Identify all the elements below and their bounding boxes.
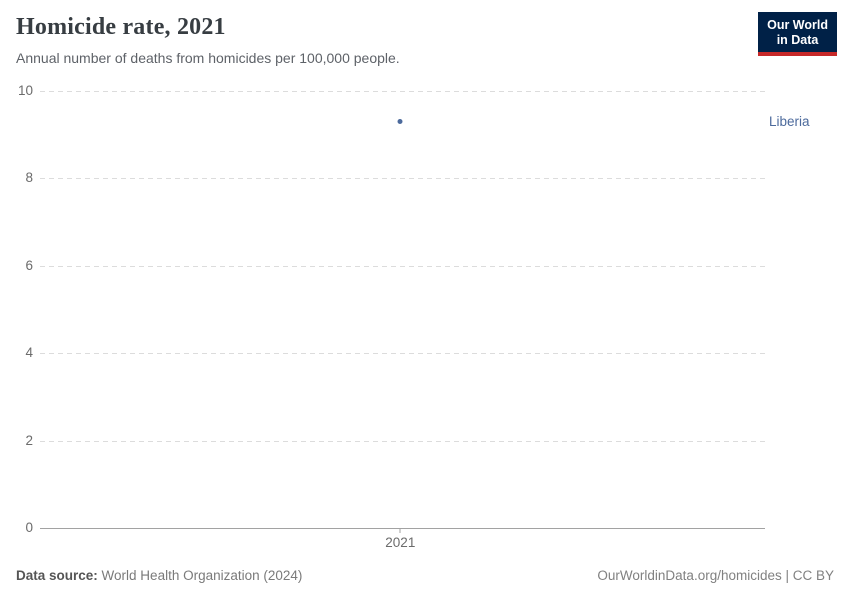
y-axis-tick-label-4: 4: [25, 345, 33, 361]
chart-header: Homicide rate, 2021 Annual number of dea…: [16, 12, 837, 66]
chart-subtitle: Annual number of deaths from homicides p…: [16, 50, 400, 66]
y-axis-tick-label-10: 10: [17, 83, 33, 98]
gridline-y-6: [40, 265, 765, 267]
owid-url-license[interactable]: OurWorldinData.org/homicides | CC BY: [597, 568, 834, 583]
chart-footer: Data source: World Health Organization (…: [16, 568, 834, 583]
x-axis-tick-label: 2021: [385, 535, 416, 550]
y-axis-tick-label-8: 8: [25, 170, 33, 186]
gridline-y-2: [40, 440, 765, 442]
x-axis-tick-mark: [399, 528, 401, 533]
data-point-liberia[interactable]: [397, 119, 403, 125]
data-source-value: World Health Organization (2024): [101, 568, 303, 583]
gridline-y-10: [40, 91, 765, 92]
data-source-label: Data source:: [16, 568, 98, 583]
gridline-y-8: [40, 178, 765, 180]
y-axis-tick-label-6: 6: [25, 257, 33, 273]
plot-area: Liberia 2021 0 2 4 6 8 10: [18, 83, 810, 550]
data-source-note: Data source: World Health Organization (…: [16, 568, 302, 583]
owid-logo-line1: Our World: [767, 18, 828, 32]
entity-label-liberia[interactable]: Liberia: [769, 114, 810, 130]
y-axis-tick-label-2: 2: [25, 432, 33, 448]
chart-title: Homicide rate, 2021: [16, 14, 226, 40]
owid-logo[interactable]: Our World in Data: [758, 12, 837, 56]
gridline-y-4: [40, 353, 765, 355]
y-axis-tick-label-0: 0: [25, 520, 33, 535]
owid-logo-line2: in Data: [776, 33, 819, 47]
